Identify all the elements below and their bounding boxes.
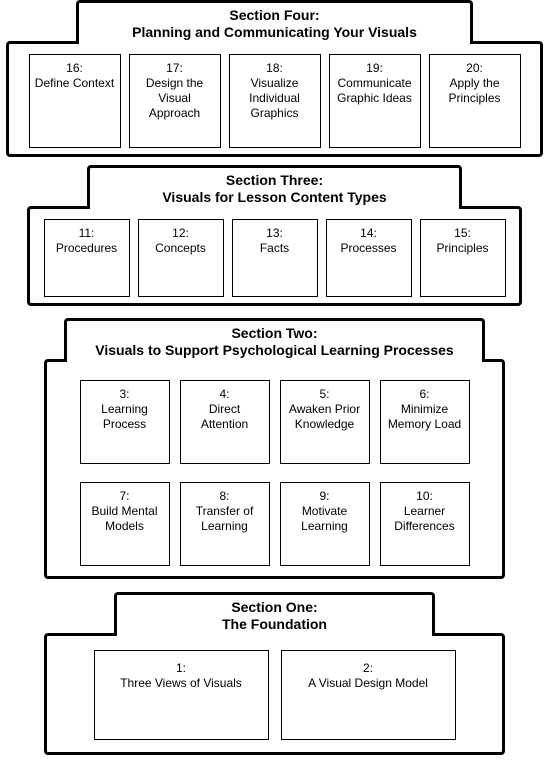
chapter-num: 15: (425, 226, 501, 241)
section-two-tab: Section Two: Visuals to Support Psycholo… (64, 318, 485, 362)
section-four-tab: Section Four: Planning and Communicating… (76, 0, 473, 44)
chapter-num: 3: (85, 387, 165, 402)
chapter-num: 1: (99, 661, 264, 676)
chapter-1: 1: Three Views of Visuals (94, 650, 269, 740)
chapter-label: Procedures (49, 241, 125, 256)
chapter-18: 18: Visualize Individual Graphics (229, 54, 321, 148)
chapter-num: 4: (185, 387, 265, 402)
section-two-title-line2: Visuals to Support Psychological Learnin… (75, 342, 474, 359)
section-three-tab: Section Three: Visuals for Lesson Conten… (87, 165, 462, 209)
chapter-label: Apply the Principles (434, 76, 516, 106)
chapter-label: Principles (425, 241, 501, 256)
chapter-num: 12: (143, 226, 219, 241)
chapter-10: 10: Learner Differences (380, 482, 470, 566)
section-two-body: 3: Learning Process 4: Direct Attention … (44, 359, 505, 579)
section-four-body: 16: Define Context 17: Design the Visual… (6, 41, 543, 157)
chapter-num: 6: (385, 387, 465, 402)
chapter-num: 11: (49, 226, 125, 241)
chapter-label: Processes (331, 241, 407, 256)
chapter-label: Motivate Learning (285, 504, 365, 534)
chapter-label: Awaken Prior Knowledge (285, 402, 365, 432)
section-one-body: 1: Three Views of Visuals 2: A Visual De… (44, 633, 505, 755)
chapter-num: 10: (385, 489, 465, 504)
chapter-label: Facts (237, 241, 313, 256)
chapter-label: Learning Process (85, 402, 165, 432)
chapter-num: 20: (434, 61, 516, 76)
section-four-title-line2: Planning and Communicating Your Visuals (87, 24, 462, 41)
chapter-label: Minimize Memory Load (385, 402, 465, 432)
section-two-title-line1: Section Two: (75, 325, 474, 342)
section-three: Section Three: Visuals for Lesson Conten… (27, 165, 522, 306)
chapter-label: Define Context (34, 76, 116, 91)
section-three-title-line1: Section Three: (98, 172, 451, 189)
chapter-2: 2: A Visual Design Model (281, 650, 456, 740)
chapter-num: 2: (286, 661, 451, 676)
chapter-num: 17: (134, 61, 216, 76)
chapter-9: 9: Motivate Learning (280, 482, 370, 566)
chapter-label: Build Mental Models (85, 504, 165, 534)
chapter-label: Concepts (143, 241, 219, 256)
section-one: Section One: The Foundation 1: Three Vie… (44, 592, 505, 755)
chapter-label: Communicate Graphic Ideas (334, 76, 416, 106)
chapter-16: 16: Define Context (29, 54, 121, 148)
chapter-8: 8: Transfer of Learning (180, 482, 270, 566)
section-one-title-line1: Section One: (125, 599, 424, 616)
chapter-label: Design the Visual Approach (134, 76, 216, 121)
section-four-title-line1: Section Four: (87, 7, 462, 24)
section-two: Section Two: Visuals to Support Psycholo… (44, 318, 505, 579)
chapter-num: 14: (331, 226, 407, 241)
chapter-label: A Visual Design Model (286, 676, 451, 691)
chapter-11: 11: Procedures (44, 219, 130, 297)
chapter-20: 20: Apply the Principles (429, 54, 521, 148)
chapter-num: 16: (34, 61, 116, 76)
chapter-4: 4: Direct Attention (180, 380, 270, 464)
chapter-label: Visualize Individual Graphics (234, 76, 316, 121)
chapter-label: Learner Differences (385, 504, 465, 534)
section-four: Section Four: Planning and Communicating… (6, 0, 543, 157)
section-three-body: 11: Procedures 12: Concepts 13: Facts 14… (27, 206, 522, 306)
chapter-label: Direct Attention (185, 402, 265, 432)
chapter-17: 17: Design the Visual Approach (129, 54, 221, 148)
chapter-num: 19: (334, 61, 416, 76)
chapter-6: 6: Minimize Memory Load (380, 380, 470, 464)
chapter-12: 12: Concepts (138, 219, 224, 297)
chapter-num: 7: (85, 489, 165, 504)
chapter-13: 13: Facts (232, 219, 318, 297)
section-three-title-line2: Visuals for Lesson Content Types (98, 189, 451, 206)
chapter-14: 14: Processes (326, 219, 412, 297)
chapter-19: 19: Communicate Graphic Ideas (329, 54, 421, 148)
chapter-5: 5: Awaken Prior Knowledge (280, 380, 370, 464)
chapter-7: 7: Build Mental Models (80, 482, 170, 566)
section-one-title-line2: The Foundation (125, 616, 424, 633)
chapter-num: 9: (285, 489, 365, 504)
chapter-num: 8: (185, 489, 265, 504)
chapter-num: 18: (234, 61, 316, 76)
chapter-15: 15: Principles (420, 219, 506, 297)
chapter-label: Transfer of Learning (185, 504, 265, 534)
chapter-label: Three Views of Visuals (99, 676, 264, 691)
chapter-num: 13: (237, 226, 313, 241)
section-one-tab: Section One: The Foundation (114, 592, 435, 636)
chapter-num: 5: (285, 387, 365, 402)
chapter-3: 3: Learning Process (80, 380, 170, 464)
